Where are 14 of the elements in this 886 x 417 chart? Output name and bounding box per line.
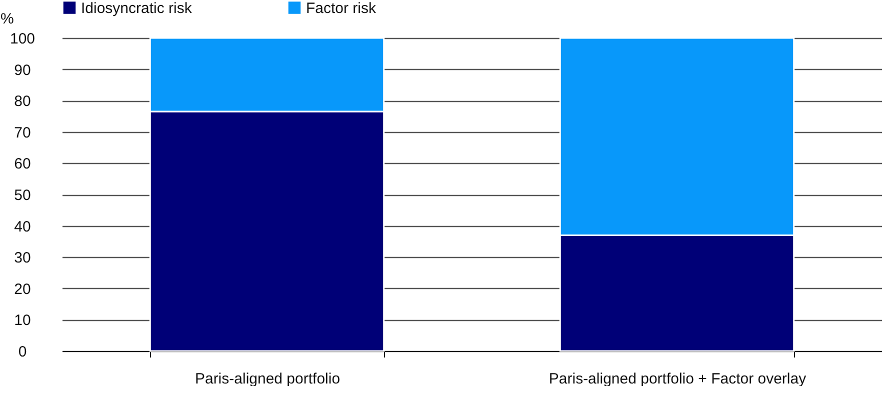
- y-tick-label: 30: [14, 250, 31, 267]
- y-tick-label: 80: [14, 93, 31, 110]
- y-tick-label: 10: [14, 312, 31, 330]
- y-tick-label: 0: [18, 344, 27, 360]
- y-tick-label: 100: [10, 30, 36, 48]
- y-axis-title: %: [0, 10, 14, 28]
- legend-label: Idiosyncratic risk: [81, 0, 192, 17]
- y-tick-label: 40: [14, 218, 31, 236]
- y-tick-label: 20: [14, 280, 31, 298]
- legend-label: Factor risk: [306, 0, 377, 17]
- y-tick-label: 90: [14, 62, 31, 79]
- y-tick-label: 60: [14, 156, 31, 173]
- y-tick-label: 70: [14, 124, 31, 142]
- y-tick-label: 50: [14, 187, 31, 204]
